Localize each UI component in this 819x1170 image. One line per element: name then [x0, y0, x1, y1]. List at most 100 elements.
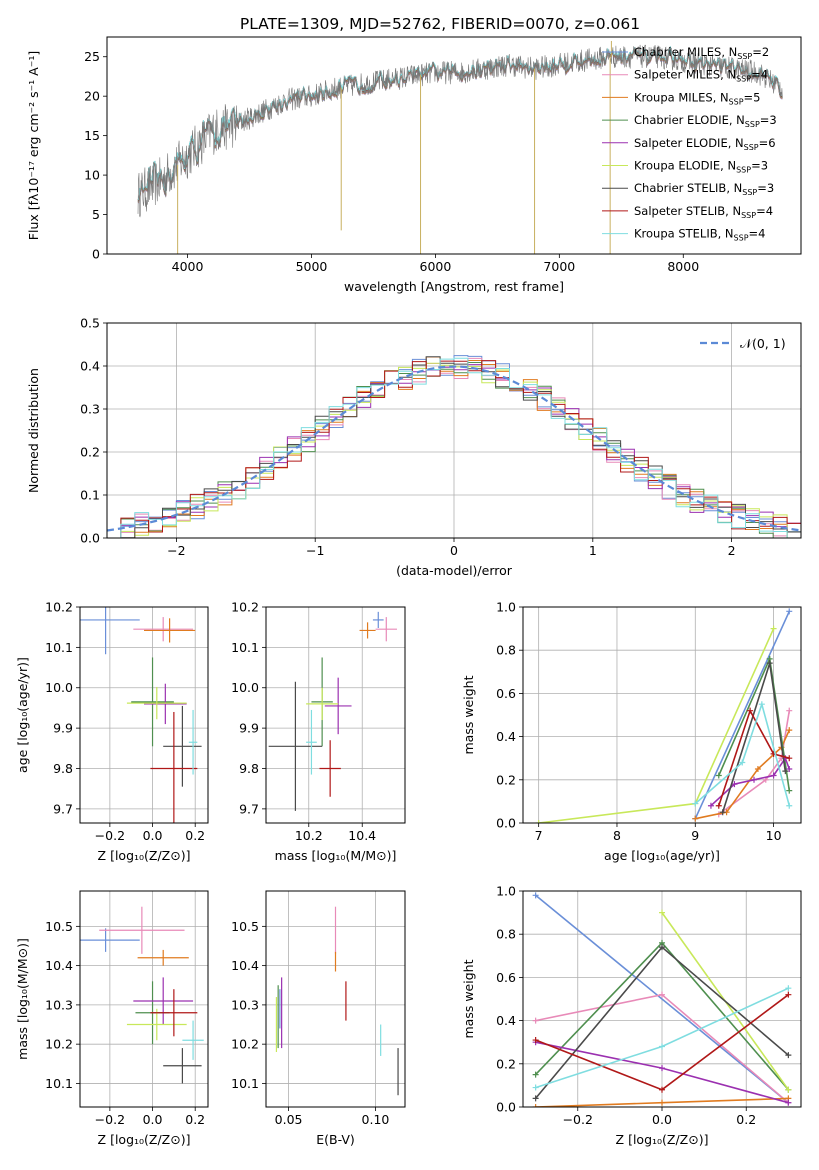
x-tick-label: 7 [535, 828, 543, 843]
errorbar-point [131, 657, 174, 747]
plot-area [80, 607, 202, 823]
panel-spectrum: 4000 5000 6000 7000 8000 0 5 10 15 20 25 wavelength… [26, 36, 802, 294]
panel-weight-vs-Z: −0.2 0.0 0.2 0.0 0.2 0.4 0.6 0.8 1.0 Z [log₁₀(Z/Z… [461, 884, 802, 1147]
x-tick-label: 2 [728, 543, 736, 558]
errorbar-point [268, 681, 323, 811]
weight-marker [659, 944, 665, 951]
x-tick-label: 5000 [296, 259, 328, 274]
plot-area [107, 355, 801, 538]
weight-marker [786, 787, 793, 794]
y-tick-label: 0.0 [496, 816, 516, 831]
weight-marker [719, 809, 726, 816]
weight-marker [786, 707, 793, 714]
weight-line [694, 701, 791, 806]
errorbar-point [137, 949, 189, 966]
x-axis-label: E(B-V) [316, 1132, 355, 1147]
y-tick-label: 10.1 [45, 640, 73, 655]
weight-marker [715, 772, 722, 779]
y-tick-label: 0.5 [80, 316, 100, 331]
x-tick-label: 0.2 [185, 828, 205, 843]
y-tick-label: 25 [84, 49, 100, 64]
errorbar-point [150, 989, 198, 1037]
weight-marker [715, 802, 722, 809]
weight-marker [692, 800, 699, 807]
y-tick-label: 0 [92, 247, 100, 262]
weight-marker [782, 768, 789, 775]
x-tick-label: −0.2 [563, 1112, 593, 1127]
errorbar-point [359, 622, 376, 639]
weight-line [535, 894, 789, 1104]
y-tick-label: 0.4 [496, 729, 516, 744]
axes-frame [265, 890, 406, 1108]
errorbar-point [126, 686, 187, 720]
histogram-step [107, 356, 801, 538]
legend-label: Kroupa STELIB, NSSP=4 [634, 227, 765, 243]
plot-area [532, 892, 792, 1107]
weight-marker [754, 766, 761, 772]
x-tick-label: 1 [589, 543, 597, 558]
errorbar-point [182, 1020, 204, 1060]
gaussian-curve [107, 365, 801, 532]
weight-marker [786, 766, 793, 772]
y-tick-label: 0.6 [496, 686, 516, 701]
x-tick-label: 0.0 [143, 828, 163, 843]
weight-marker [731, 781, 738, 788]
x-tick-label: 0.0 [143, 1112, 163, 1127]
y-tick-label: 10.5 [231, 919, 259, 934]
legend-label: Salpeter STELIB, NSSP=4 [634, 204, 773, 220]
grid-lines [266, 606, 405, 823]
panel-mass-vs-ebv: 0.05 0.10 10.1 10.2 10.3 10.4 10.5 E(B-V) [231, 890, 406, 1147]
legend-label: Chabrier ELODIE, NSSP=3 [634, 113, 777, 129]
y-tick-label: 10.0 [45, 680, 73, 695]
errorbar-point [306, 687, 339, 721]
axes-frame [79, 606, 209, 824]
y-tick-label: 0.8 [496, 643, 516, 658]
weight-marker [659, 991, 665, 998]
y-tick-label: 0.4 [80, 359, 100, 374]
y-tick-label: 9.9 [239, 721, 259, 736]
y-axis-label: mass weight [461, 959, 476, 1038]
y-tick-label: 10.4 [231, 958, 259, 973]
x-axis-label: Z [log₁₀(Z/Z⊙)] [616, 1132, 709, 1147]
y-tick-label: 9.8 [53, 761, 73, 776]
weight-line [718, 710, 791, 816]
weight-marker [707, 802, 714, 809]
weight-marker [786, 755, 793, 762]
data-spectrum-line [137, 44, 783, 218]
y-axis-label: age [log₁₀(age/yr)] [15, 657, 30, 773]
errorbar-point [144, 683, 187, 725]
plot-area [137, 40, 783, 254]
y-tick-label: 10.5 [45, 919, 73, 934]
weight-marker [659, 1043, 665, 1050]
y-tick-label: 9.9 [53, 721, 73, 736]
weight-marker [532, 1095, 539, 1102]
y-axis-label: mass weight [461, 675, 476, 754]
panel-age-vs-Z: −0.2 0.0 0.2 9.7 9.8 9.9 10.0 10.1 10.2 Z [log₁₀(… [15, 600, 209, 863]
y-tick-label: 0.8 [496, 927, 516, 942]
y-tick-label: 0.6 [496, 970, 516, 985]
y-tick-label: 0.2 [496, 772, 516, 787]
axes-frame [265, 606, 406, 824]
axes-frame [522, 606, 802, 824]
y-axis-label: Normed distribution [26, 368, 41, 493]
x-axis-label: age [log₁₀(age/yr)] [604, 848, 720, 863]
weight-marker [532, 892, 539, 899]
weight-marker [532, 1084, 539, 1091]
legend-label: Chabrier MILES, NSSP=2 [634, 45, 769, 61]
x-tick-label: 0.2 [185, 1112, 205, 1127]
y-tick-label: 0.4 [496, 1013, 516, 1028]
y-tick-label: 1.0 [496, 884, 516, 899]
x-tick-label: 0 [450, 543, 458, 558]
errorbar-point [133, 617, 194, 642]
weight-marker [785, 985, 792, 992]
x-tick-label: 0.0 [652, 1112, 672, 1127]
y-tick-label: 9.7 [53, 801, 73, 816]
x-tick-label: 10.2 [295, 828, 323, 843]
x-tick-label: 0.10 [362, 1112, 390, 1127]
histogram-step [107, 362, 801, 538]
weight-line [718, 708, 790, 806]
y-tick-label: 0.3 [80, 402, 100, 417]
plot-area [268, 611, 397, 811]
weight-marker [659, 909, 665, 916]
